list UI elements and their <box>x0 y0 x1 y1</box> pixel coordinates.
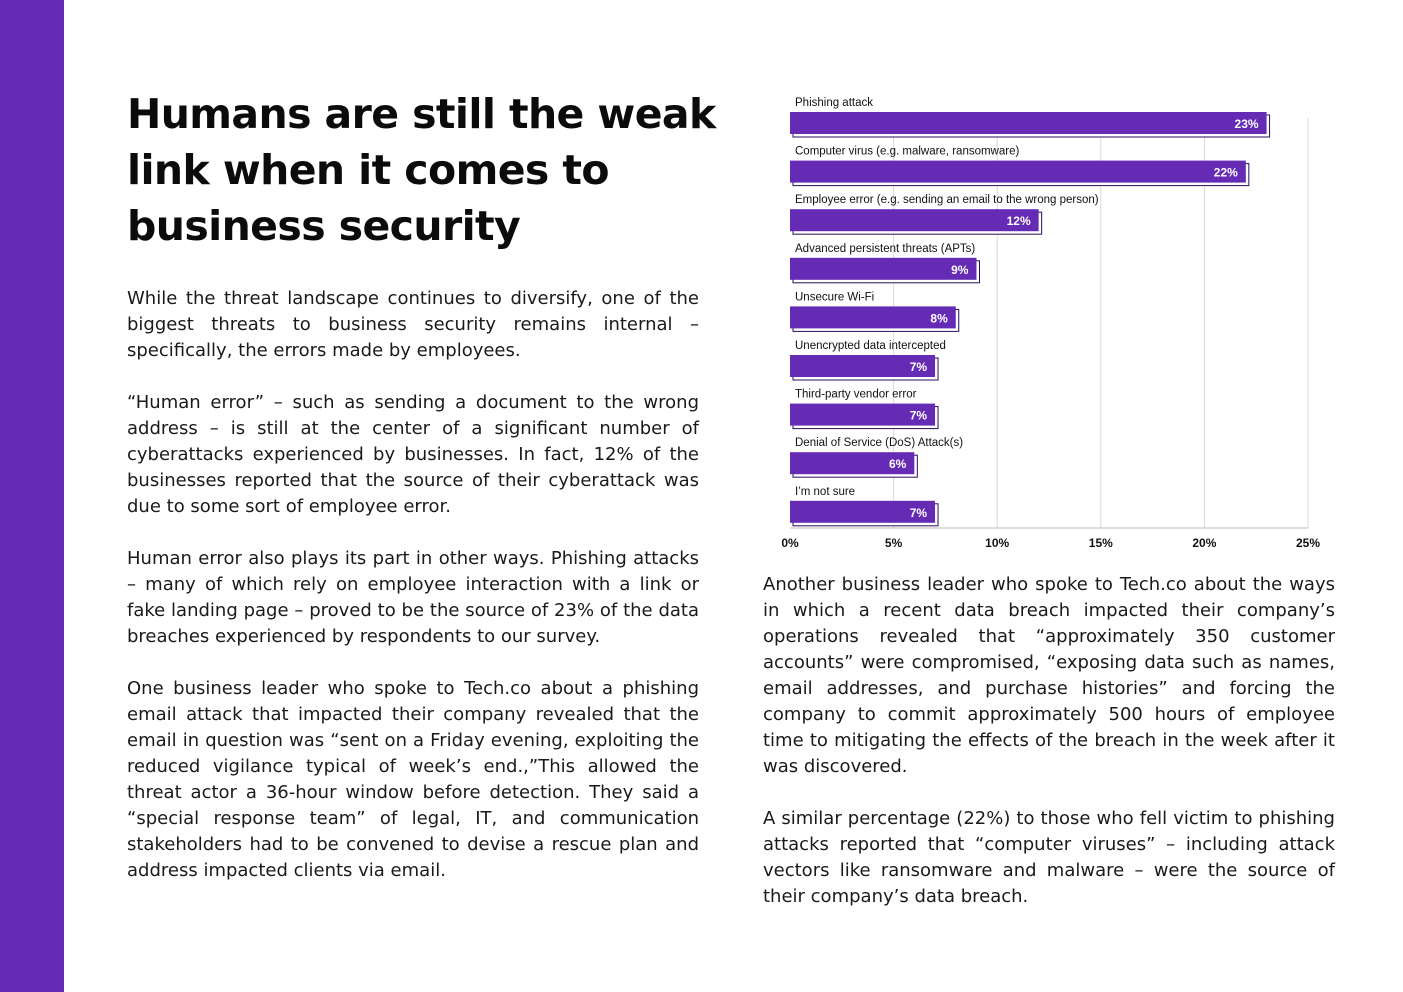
purple-sidebar <box>0 0 64 992</box>
paragraph: Another business leader who spoke to Tec… <box>763 574 1335 777</box>
value-label: 9% <box>951 263 969 277</box>
category-label: Denial of Service (DoS) Attack(s) <box>795 437 963 449</box>
left-column: While the threat landscape continues to … <box>127 286 699 910</box>
value-label: 8% <box>930 311 948 325</box>
value-label: 7% <box>910 409 928 423</box>
paragraph: One business leader who spoke to Tech.co… <box>127 678 699 881</box>
breach-source-chart: 0% 5% 10% 15% 20% 25% Phishing attack 23% Comput… <box>780 88 1380 558</box>
value-label: 23% <box>1235 117 1259 131</box>
category-label: Third-party vendor error <box>795 389 917 401</box>
category-label: Unencrypted data intercepted <box>795 340 946 352</box>
right-column: Another business leader who spoke to Tec… <box>763 572 1335 936</box>
bar <box>790 112 1267 134</box>
x-tick-label: 10% <box>985 536 1009 550</box>
x-tick-label: 25% <box>1296 536 1320 550</box>
value-label: 7% <box>910 360 928 374</box>
bar <box>790 160 1246 183</box>
x-tick-label: 15% <box>1089 536 1113 550</box>
bar <box>790 306 956 329</box>
category-label: Advanced persistent threats (APTs) <box>795 243 975 255</box>
bar <box>790 500 936 523</box>
category-label: Employee error (e.g. sending an email to… <box>795 194 1099 206</box>
paragraph: While the threat landscape continues to … <box>127 288 699 361</box>
value-label: 6% <box>889 457 907 471</box>
bar <box>790 257 977 280</box>
x-tick-label: 20% <box>1192 536 1216 550</box>
paragraph: “Human error” – such as sending a docume… <box>127 392 699 517</box>
bar-chart-svg: 0% 5% 10% 15% 20% 25% Phishing attack 23% Comput… <box>781 97 1320 550</box>
category-label: Phishing attack <box>795 97 873 109</box>
paragraph: A similar percentage (22%) to those who … <box>763 808 1335 907</box>
value-label: 12% <box>1007 214 1031 228</box>
bar <box>790 403 936 426</box>
category-label: Computer virus (e.g. malware, ransomware… <box>795 146 1019 158</box>
x-tick-label: 0% <box>781 536 799 550</box>
category-label: Unsecure Wi-Fi <box>795 291 874 303</box>
bar <box>790 452 915 475</box>
value-label: 7% <box>910 506 928 520</box>
x-tick-label: 5% <box>885 536 903 550</box>
bar <box>790 355 936 377</box>
page-title: Humans are still the weak link when it c… <box>127 90 716 250</box>
value-label: 22% <box>1214 166 1238 180</box>
category-label: I’m not sure <box>795 486 855 498</box>
paragraph: Human error also plays its part in other… <box>127 548 699 647</box>
bar <box>790 209 1039 232</box>
